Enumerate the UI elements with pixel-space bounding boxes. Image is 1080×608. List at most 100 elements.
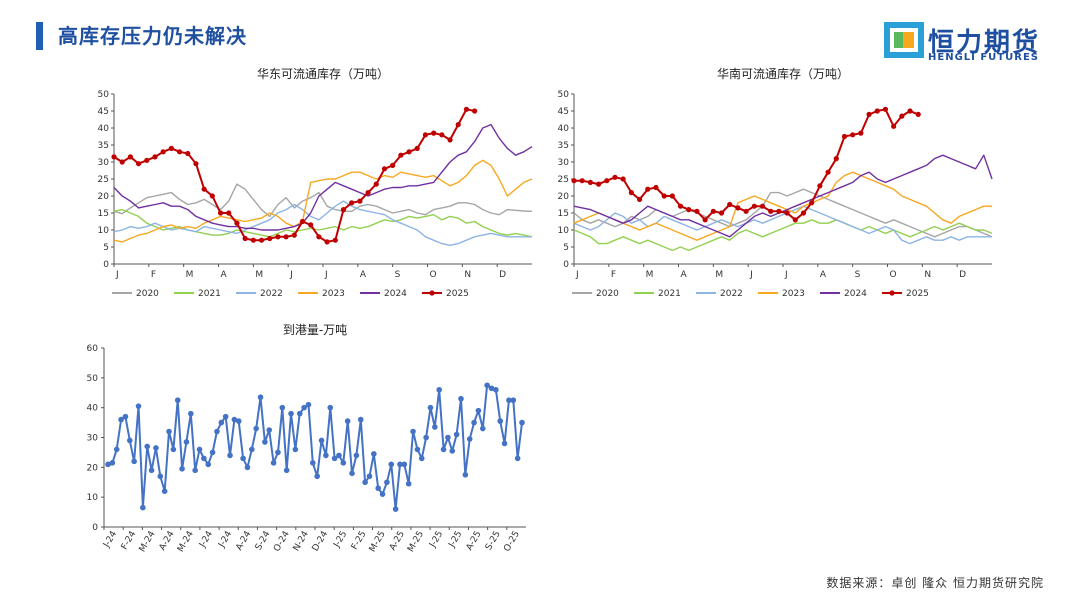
arrivals-data-point bbox=[471, 419, 477, 426]
data-point-2025 bbox=[439, 132, 445, 138]
arrivals-data-point bbox=[392, 506, 399, 512]
legend-label: 2024 bbox=[384, 289, 407, 299]
arrivals-data-point bbox=[466, 436, 473, 442]
arrivals-data-point bbox=[344, 418, 351, 424]
chart-title: 华南可流通库存（万吨） bbox=[717, 66, 849, 81]
arrivals-data-point bbox=[240, 455, 246, 462]
arrivals-data-point bbox=[188, 410, 194, 417]
arrivals-data-point bbox=[166, 428, 172, 435]
arrivals-data-point bbox=[336, 452, 342, 459]
data-point-2025 bbox=[119, 159, 125, 165]
y-tick-label: 20 bbox=[87, 463, 99, 473]
y-tick-label: 30 bbox=[87, 434, 99, 444]
x-tick-label: A-25 bbox=[465, 530, 484, 553]
company-logo: 恒力期货 HENGLI FUTURES bbox=[884, 22, 1054, 66]
y-tick-label: 25 bbox=[98, 175, 109, 185]
data-point-2025 bbox=[727, 201, 733, 208]
y-tick-label: 60 bbox=[87, 344, 99, 354]
data-point-2025 bbox=[759, 203, 766, 209]
series-line-2021 bbox=[113, 208, 533, 238]
x-tick-label: J bbox=[575, 270, 579, 280]
y-tick-label: 0 bbox=[103, 260, 109, 270]
data-point-2025 bbox=[242, 235, 248, 242]
x-tick-label: F-25 bbox=[350, 530, 369, 552]
arrivals-data-point bbox=[214, 428, 220, 435]
y-tick-label: 30 bbox=[558, 158, 570, 168]
y-tick-label: 10 bbox=[98, 226, 110, 236]
data-point-2025 bbox=[193, 161, 199, 167]
series-line-2023 bbox=[113, 159, 533, 243]
y-tick-label: 5 bbox=[103, 243, 109, 253]
data-point-2025 bbox=[751, 203, 757, 209]
chart-title: 华东可流通库存（万吨） bbox=[257, 66, 389, 81]
x-tick-label: J-24 bbox=[197, 529, 215, 550]
arrivals-data-point bbox=[262, 439, 268, 445]
data-point-2025 bbox=[185, 150, 191, 157]
arrivals-data-point bbox=[453, 431, 460, 438]
y-tick-label: 0 bbox=[563, 260, 569, 270]
data-point-2025 bbox=[587, 179, 593, 185]
data-point-2025 bbox=[653, 184, 659, 191]
arrivals-data-point bbox=[266, 427, 273, 433]
series-line-2025 bbox=[574, 108, 919, 221]
legend-label: 2023 bbox=[322, 289, 345, 299]
arrivals-data-point bbox=[222, 413, 229, 420]
data-point-2025 bbox=[661, 193, 667, 199]
arrivals-data-point bbox=[318, 437, 325, 444]
data-point-2025 bbox=[784, 210, 790, 216]
data-point-2025 bbox=[645, 186, 651, 192]
data-point-2025 bbox=[291, 232, 297, 238]
data-point-2025 bbox=[357, 198, 363, 204]
series-line-2023 bbox=[573, 171, 992, 241]
data-point-2025 bbox=[915, 111, 921, 117]
x-tick-label: O bbox=[890, 270, 897, 280]
arrivals-data-point bbox=[340, 460, 347, 466]
arrivals-data-point bbox=[192, 467, 198, 474]
data-point-2025 bbox=[226, 210, 232, 216]
data-point-2025 bbox=[907, 108, 913, 114]
logo-subtitle: HENGLI FUTURES bbox=[928, 52, 1039, 63]
y-tick-label: 45 bbox=[558, 107, 569, 117]
x-tick-label: S bbox=[855, 270, 861, 280]
arrivals-data-point bbox=[323, 452, 329, 459]
arrivals-data-point bbox=[174, 397, 181, 404]
arrivals-data-point bbox=[371, 451, 377, 457]
data-point-2025 bbox=[677, 203, 684, 209]
data-point-2025 bbox=[127, 154, 133, 160]
data-point-2025 bbox=[866, 111, 872, 117]
x-tick-label: N bbox=[464, 270, 471, 280]
x-tick-label: M-24 bbox=[138, 529, 158, 554]
x-tick-label: M bbox=[715, 270, 723, 280]
data-point-2025 bbox=[299, 218, 306, 225]
legend-label: 2025 bbox=[446, 289, 469, 299]
y-tick-label: 50 bbox=[558, 90, 570, 100]
x-tick-label: J bbox=[324, 270, 328, 280]
x-tick-label: J bbox=[749, 270, 753, 280]
arrivals-data-point bbox=[183, 439, 190, 445]
series-line-2020 bbox=[113, 183, 533, 218]
page-title: 高库存压力仍未解决 bbox=[58, 24, 247, 48]
x-tick-label: A-24 bbox=[234, 529, 253, 552]
data-point-2025 bbox=[176, 149, 183, 155]
x-tick-label: J-25 bbox=[332, 530, 350, 551]
data-point-2025 bbox=[447, 137, 453, 143]
data-point-2025 bbox=[406, 149, 412, 155]
data-point-2025 bbox=[398, 152, 404, 158]
arrivals-data-point bbox=[314, 473, 320, 480]
arrivals-data-point bbox=[257, 394, 264, 401]
arrivals-data-point bbox=[475, 407, 482, 414]
arrivals-line bbox=[107, 384, 523, 511]
data-point-2025 bbox=[455, 122, 461, 128]
y-tick-label: 40 bbox=[558, 124, 570, 134]
data-point-2025 bbox=[710, 208, 716, 214]
arrivals-data-point bbox=[388, 461, 395, 468]
data-point-2025 bbox=[209, 193, 215, 199]
data-point-2025 bbox=[776, 208, 782, 214]
x-tick-label: A bbox=[820, 270, 827, 280]
arrivals-data-point bbox=[436, 386, 443, 393]
data-point-2025 bbox=[283, 234, 289, 240]
arrivals-data-point bbox=[161, 488, 168, 494]
data-point-2025 bbox=[686, 207, 692, 213]
